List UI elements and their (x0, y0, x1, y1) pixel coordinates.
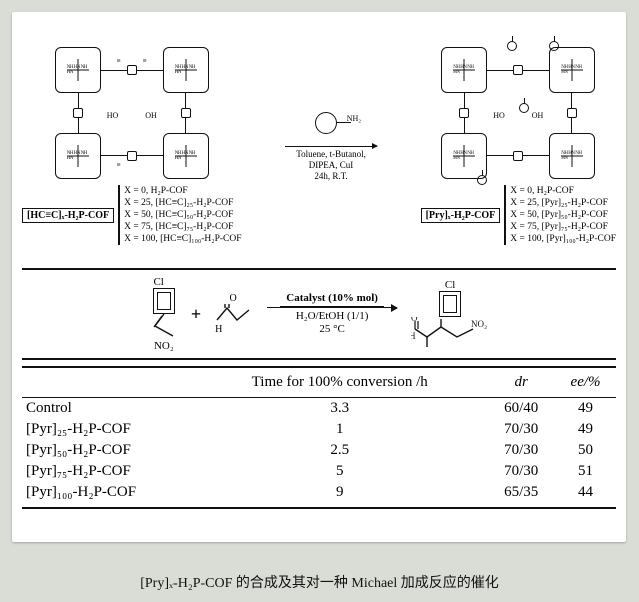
reaction-conditions: Toluene, t-Butanol, DIPEA, CuI 24h, R.T. (296, 149, 366, 182)
phenyl-ring-icon (439, 291, 461, 317)
product-backbone-icon: O H NO₂ (411, 317, 489, 349)
list-item: X = 50, [Pyr]₅₀-H₂P-COF (510, 209, 616, 221)
results-table: Time for 100% conversion /h dr ee/% Cont… (22, 366, 616, 509)
svg-text:NO₂: NO₂ (471, 319, 487, 329)
list-item: X = 100, [HC≡C]₁₀₀-H₂P-COF (124, 233, 241, 245)
product-structure: Cl O H NO₂ (411, 279, 489, 349)
triazole-pendant-icon (519, 103, 529, 113)
col-catalyst (22, 367, 192, 398)
table-row: [Pyr]₇₅-H₂P-COF570/3051 (22, 461, 616, 482)
left-cof-structure: NH HN NH HN NH HN NH HN NH HN NH HN NH H… (47, 43, 217, 183)
col-dr: dr (487, 367, 555, 398)
table-row: [Pyr]₅₀-H₂P-COF2.570/3050 (22, 440, 616, 461)
triazole-pendant-icon (477, 175, 487, 185)
list-item: X = 25, [HC≡C]₂₅-H₂P-COF (124, 197, 241, 209)
left-cof-tag: [HC≡C]ₓ-H₂P-COF (22, 208, 114, 223)
table-row: [Pyr]₁₀₀-H₂P-COF965/3544 (22, 482, 616, 508)
nitro-label: NO₂ (154, 340, 174, 352)
hydroxyl-label: OH (145, 111, 157, 120)
aldehyde-icon (213, 304, 253, 324)
list-item: X = 0, H₂P-COF (124, 185, 241, 197)
hydroxyl-label: HO (107, 111, 119, 120)
col-ee: ee/% (555, 367, 616, 398)
vinyl-bond-icon (149, 314, 179, 340)
catalyst-loading: Catalyst (10% mol) (280, 292, 384, 307)
pyrrolidine-reagent-icon: NH₂ (307, 106, 355, 142)
list-item: X = 50, [HC≡C]₅₀-H₂P-COF (124, 209, 241, 221)
table-body: Control3.360/4049 [Pyr]₂₅-H₂P-COF170/304… (22, 398, 616, 509)
svg-text:H: H (411, 331, 416, 341)
arrow-icon (285, 146, 377, 147)
alkyne-deco-icon: ≡ (143, 57, 147, 65)
list-item: X = 75, [Pyr]₇₅-H₂P-COF (510, 221, 616, 233)
right-cof-structure: NH HN NH HN NH HN NH HN NH HN NH HN NH H… (433, 43, 603, 183)
list-item: X = 100, [Pyr]₁₀₀-H₂P-COF (510, 233, 616, 245)
alkyne-deco-icon: ≡ (117, 57, 121, 65)
figure-caption: [Pry]ₓ-H₂P-COF 的合成及其对一种 Michael 加成反应的催化 (12, 572, 627, 592)
right-cof-variant-list: X = 0, H₂P-COF X = 25, [Pyr]₂₅-H₂P-COF X… (504, 185, 616, 245)
list-item: X = 25, [Pyr]₂₅-H₂P-COF (510, 197, 616, 209)
phenyl-ring-icon (153, 288, 175, 314)
svg-text:O: O (411, 317, 418, 323)
plus-icon: + (191, 304, 201, 325)
model-reaction: Cl NO₂ + O H Catalyst (10% mol) H₂O/EtOH… (22, 268, 616, 360)
model-reaction-arrow: Catalyst (10% mol) H₂O/EtOH (1/1) 25 °C (267, 292, 397, 336)
right-cof-block: NH HN NH HN NH HN NH HN NH HN NH HN NH H… (421, 43, 616, 245)
table-row: Control3.360/4049 (22, 398, 616, 420)
solvent-temp: H₂O/EtOH (1/1) 25 °C (296, 308, 369, 336)
table-row: [Pyr]₂₅-H₂P-COF170/3049 (22, 419, 616, 440)
figure-card: NH HN NH HN NH HN NH HN NH HN NH HN NH H… (12, 12, 626, 542)
list-item: X = 0, H₂P-COF (510, 185, 616, 197)
col-time: Time for 100% conversion /h (192, 367, 487, 398)
list-item: X = 75, [HC≡C]₇₅-H₂P-COF (124, 221, 241, 233)
left-cof-variant-list: X = 0, H₂P-COF X = 25, [HC≡C]₂₅-H₂P-COF … (118, 185, 241, 245)
arrow-icon (267, 307, 397, 308)
reaction-scheme: NH HN NH HN NH HN NH HN NH HN NH HN NH H… (22, 20, 616, 268)
triazole-pendant-icon (507, 41, 517, 51)
right-cof-tag: [Pry]ₓ-H₂P-COF (421, 208, 501, 223)
substrate-nitroalkene: Cl NO₂ (149, 276, 179, 352)
left-cof-block: NH HN NH HN NH HN NH HN NH HN NH HN NH H… (22, 43, 242, 245)
alkyne-deco-icon: ≡ (117, 161, 121, 169)
substrate-propanal: O H (213, 293, 253, 335)
scheme-arrow-block: NH₂ Toluene, t-Butanol, DIPEA, CuI 24h, … (283, 106, 379, 182)
